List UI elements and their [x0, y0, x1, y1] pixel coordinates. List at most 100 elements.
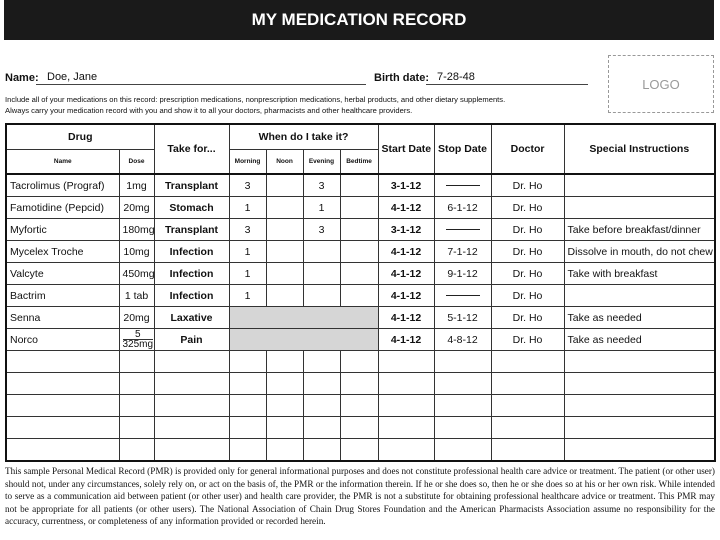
blank-cell: [377, 372, 435, 395]
blank-cell: [339, 350, 379, 373]
blank-row: [5, 416, 716, 439]
cell-morning: 1: [228, 262, 267, 285]
cell-special: Take as needed: [563, 306, 716, 329]
cell-name: Famotidine (Pepcid): [5, 196, 120, 219]
header-drug: Drug: [5, 123, 155, 150]
blank-cell: [228, 416, 267, 439]
medication-row: Senna 20mg Laxative 4-1-12 5-1-12 Dr. Ho Take …: [5, 306, 716, 329]
dose: 1 tab: [124, 289, 149, 302]
blank-cell: [563, 350, 716, 373]
cell-special: [563, 196, 716, 219]
dose-part: 325mg: [122, 338, 154, 350]
start: 3-1-12: [390, 179, 422, 192]
medication-row: Myfortic 180mg Transplant 3 3 3-1-12 Dr. Ho Tak…: [5, 218, 716, 241]
cell-evening: 3: [302, 218, 341, 241]
blank-cell: [302, 438, 341, 462]
blank-cell: [490, 372, 565, 395]
cell-bedtime: [339, 173, 379, 197]
cell-take-for: Pain: [153, 328, 230, 351]
blank-cell: [265, 438, 304, 462]
title: MY MEDICATION RECORD: [251, 10, 467, 29]
special: Take before breakfast/dinner: [567, 223, 701, 236]
doctor: Dr. Ho: [512, 267, 543, 280]
blank-cell: [118, 416, 155, 439]
instruction: Include all of your medications on this …: [5, 95, 506, 104]
cell-start: 4-1-12: [377, 306, 435, 329]
cell-stop: 9-1-12: [433, 262, 492, 285]
blank-cell: [118, 350, 155, 373]
morning: 1: [244, 289, 251, 302]
cell-stop: 7-1-12: [433, 240, 492, 263]
header-name: Name: [5, 149, 120, 175]
cell-name: Valcyte: [5, 262, 120, 285]
cell-evening: 3: [302, 173, 341, 197]
logo-placeholder: LOGO: [608, 55, 714, 113]
cell-noon: [265, 284, 304, 307]
cell-dose: 180mg: [118, 218, 155, 241]
stop: 4-8-12: [447, 333, 478, 346]
cell-noon: [265, 240, 304, 263]
cell-noon: [265, 196, 304, 219]
take-for: Transplant: [164, 223, 219, 236]
blank-cell: [302, 394, 341, 417]
morning: 1: [244, 267, 251, 280]
cell-noon: [265, 173, 304, 197]
cell-morning: 1: [228, 240, 267, 263]
dose: 1mg: [126, 179, 147, 192]
evening: 1: [318, 201, 325, 214]
blank-cell: [5, 416, 120, 439]
blank-cell: [302, 350, 341, 373]
blank-cell: [490, 416, 565, 439]
take-for: Transplant: [164, 179, 219, 192]
cell-take-for: Infection: [153, 284, 230, 307]
name: Mycelex Troche: [10, 245, 84, 258]
time-shaded: [228, 328, 379, 351]
doctor: Dr. Ho: [512, 311, 543, 324]
special: Take as needed: [567, 311, 642, 324]
evening: 3: [318, 223, 325, 236]
header-when: When do I take it?: [228, 123, 379, 150]
blank-cell: [433, 416, 492, 439]
cell-bedtime: [339, 262, 379, 285]
morning: 1: [244, 245, 251, 258]
table-body: Tacrolimus (Prograf) 1mg Transplant 3 3 3-1-1…: [5, 173, 716, 462]
cell-name: Mycelex Troche: [5, 240, 120, 263]
medication-row: Bactrim 1 tab Infection 1 4-1-12 Dr. Ho: [5, 284, 716, 307]
medication-row: Valcyte 450mg Infection 1 4-1-12 9-1-12 Dr. Ho…: [5, 262, 716, 285]
cell-bedtime: [339, 196, 379, 219]
stop-dash: [445, 295, 480, 297]
blank-cell: [339, 372, 379, 395]
blank-cell: [153, 350, 230, 373]
cell-doctor: Dr. Ho: [490, 306, 565, 329]
cell-name: Bactrim: [5, 284, 120, 307]
patient-name: Doe, Jane: [47, 71, 98, 83]
blank-cell: [339, 394, 379, 417]
blank-row: [5, 372, 716, 395]
blank-cell: [265, 372, 304, 395]
doctor: Dr. Ho: [512, 289, 543, 302]
blank-cell: [5, 372, 120, 395]
name: Senna: [10, 311, 41, 324]
blank-cell: [433, 372, 492, 395]
cell-dose: 10mg: [118, 240, 155, 263]
blank-cell: [339, 416, 379, 439]
cell-stop: [433, 284, 492, 307]
cell-morning: 3: [228, 218, 267, 241]
blank-cell: [563, 438, 716, 462]
blank-row: [5, 438, 716, 462]
blank-cell: [490, 350, 565, 373]
blank-cell: [302, 416, 341, 439]
header-start: Start Date: [377, 123, 435, 175]
blank-cell: [5, 438, 120, 462]
cell-special: Take with breakfast: [563, 262, 716, 285]
name: Valcyte: [10, 267, 44, 280]
cell-morning: 1: [228, 196, 267, 219]
cell-doctor: Dr. Ho: [490, 284, 565, 307]
medication-row: Norco 5 325mg Pain 4-1-12 4-8-12 Dr. Ho Take as…: [5, 328, 716, 351]
morning: 1: [244, 201, 251, 214]
blank-cell: [5, 394, 120, 417]
cell-name: Myfortic: [5, 218, 120, 241]
cell-take-for: Infection: [153, 262, 230, 285]
stop-dash: [445, 229, 480, 231]
